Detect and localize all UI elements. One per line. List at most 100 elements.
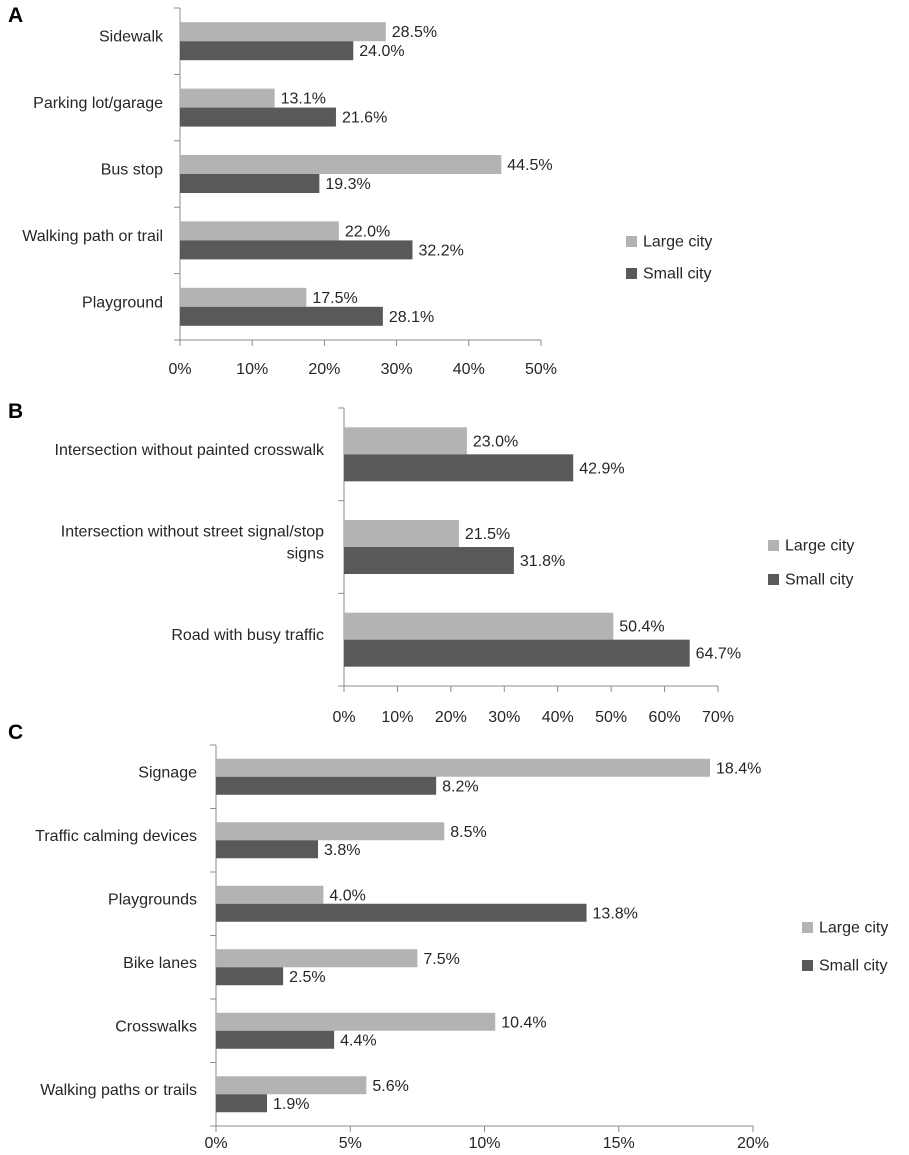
bar-small-city-walking-paths-or-trails [216, 1094, 268, 1113]
bar-large-city-crosswalks [216, 1012, 496, 1031]
data-label-small-city-intersection-without-street-signal-stop-signs: 31.8% [520, 553, 565, 570]
legend: Large city Small city [768, 538, 854, 589]
legend-label-small-city: Small city [819, 958, 887, 975]
data-label-small-city-signage: 8.2% [442, 778, 478, 795]
x-tick-label: 70% [702, 709, 734, 726]
data-label-small-city-bus-stop: 19.3% [325, 176, 370, 193]
x-tick-label: 10% [381, 709, 413, 726]
bar-large-city-sidewalk [180, 22, 386, 42]
x-tick-label: 0% [204, 1135, 227, 1152]
category-label-playground: Playground [82, 294, 163, 311]
x-tick-label: 30% [381, 361, 413, 378]
legend: Large city Small city [626, 234, 712, 283]
chart-panel-a: A 0% 10% 20% 30% 40% 50% 28.5% 24.0% Sidewalk 13.1… [8, 4, 712, 378]
legend-swatch-large-city [768, 540, 779, 551]
data-label-large-city-road-with-busy-traffic: 50.4% [619, 619, 664, 636]
category-label-walking-path-or-trail: Walking path or trail [22, 228, 163, 245]
legend-label-small-city: Small city [785, 572, 853, 589]
data-label-large-city-sidewalk: 28.5% [392, 24, 437, 41]
bar-small-city-bus-stop [180, 174, 320, 193]
bar-small-city-traffic-calming-devices [216, 840, 319, 859]
category-label-intersection-without-painted-crosswalk: Intersection without painted crosswalk [55, 442, 325, 459]
x-tick-label: 10% [468, 1135, 500, 1152]
data-label-large-city-traffic-calming-devices: 8.5% [450, 824, 486, 841]
legend: Large city Small city [802, 920, 888, 975]
data-label-small-city-playground: 28.1% [389, 309, 434, 326]
data-label-small-city-walking-paths-or-trails: 1.9% [273, 1096, 309, 1113]
data-label-large-city-playground: 17.5% [312, 290, 357, 307]
legend-swatch-large-city [802, 922, 813, 933]
bar-large-city-road-with-busy-traffic [344, 612, 614, 640]
bar-small-city-walking-path-or-trail [180, 240, 413, 260]
data-label-small-city-walking-path-or-trail: 32.2% [418, 242, 463, 259]
data-label-small-city-playgrounds: 13.8% [593, 905, 638, 922]
x-tick-label: 0% [168, 361, 191, 378]
bar-large-city-playground [180, 287, 307, 307]
x-tick-label: 15% [603, 1135, 635, 1152]
data-label-large-city-bus-stop: 44.5% [507, 157, 552, 174]
category-label-parking-lot-garage: Parking lot/garage [33, 95, 163, 112]
data-label-small-city-crosswalks: 4.4% [340, 1032, 376, 1049]
data-label-large-city-intersection-without-street-signal-stop-signs: 21.5% [465, 526, 510, 543]
data-label-large-city-signage: 18.4% [716, 760, 761, 777]
category-label-sidewalk: Sidewalk [99, 29, 164, 46]
category-label-signage: Signage [138, 764, 197, 781]
x-tick-label: 30% [488, 709, 520, 726]
x-tick-label: 50% [595, 709, 627, 726]
data-label-large-city-bike-lanes: 7.5% [423, 951, 459, 968]
bar-large-city-parking-lot-garage [180, 88, 275, 108]
x-tick-label: 10% [236, 361, 268, 378]
category-label-traffic-calming-devices: Traffic calming devices [35, 828, 197, 845]
x-tick-label: 0% [332, 709, 355, 726]
data-label-small-city-road-with-busy-traffic: 64.7% [696, 646, 741, 663]
category-label-bike-lanes: Bike lanes [123, 955, 197, 972]
bar-small-city-signage [216, 776, 437, 795]
x-tick-label: 40% [542, 709, 574, 726]
x-tick-label: 20% [435, 709, 467, 726]
bar-small-city-intersection-without-painted-crosswalk [344, 454, 574, 482]
data-label-small-city-intersection-without-painted-crosswalk: 42.9% [579, 460, 624, 477]
bar-large-city-bike-lanes [216, 949, 418, 968]
data-label-small-city-parking-lot-garage: 21.6% [342, 110, 387, 127]
legend-swatch-small-city [768, 574, 779, 585]
bar-small-city-playground [180, 306, 383, 326]
data-label-large-city-crosswalks: 10.4% [501, 1014, 546, 1031]
bar-small-city-parking-lot-garage [180, 107, 336, 127]
legend-label-large-city: Large city [785, 538, 854, 555]
data-label-large-city-intersection-without-painted-crosswalk: 23.0% [473, 433, 518, 450]
legend-label-small-city: Small city [643, 266, 711, 283]
category-label-bus-stop: Bus stop [101, 162, 163, 179]
bar-large-city-walking-path-or-trail [180, 221, 339, 241]
chart-panel-b: B 0% 10% 20% 30% 40% 50% 60% 70% 23.0% 42.9% Inters… [8, 400, 854, 726]
panel-label-b: B [8, 400, 23, 423]
panel-label-a: A [8, 4, 23, 27]
bar-large-city-playgrounds [216, 885, 324, 904]
category-label-playgrounds: Playgrounds [108, 891, 197, 908]
bar-small-city-sidewalk [180, 41, 354, 61]
chart-panel-c: C 0% 5% 10% 15% 20% 18.4% 8.2% Signage 8.5% 3.8% Tr… [8, 721, 888, 1152]
legend-swatch-small-city [802, 960, 813, 971]
legend-swatch-small-city [626, 268, 637, 279]
data-label-small-city-traffic-calming-devices: 3.8% [324, 842, 360, 859]
legend-label-large-city: Large city [819, 920, 888, 937]
category-label-walking-paths-or-trails: Walking paths or trails [40, 1082, 197, 1099]
x-tick-label: 60% [649, 709, 681, 726]
x-tick-label: 5% [339, 1135, 362, 1152]
data-label-large-city-playgrounds: 4.0% [329, 887, 365, 904]
data-label-large-city-parking-lot-garage: 13.1% [281, 91, 326, 108]
x-tick-label: 20% [737, 1135, 769, 1152]
category-label-road-with-busy-traffic: Road with busy traffic [171, 627, 324, 644]
bar-large-city-traffic-calming-devices [216, 822, 445, 841]
bar-small-city-bike-lanes [216, 967, 284, 986]
bar-small-city-road-with-busy-traffic [344, 639, 690, 667]
bar-large-city-intersection-without-painted-crosswalk [344, 427, 467, 455]
data-label-small-city-bike-lanes: 2.5% [289, 969, 325, 986]
bar-large-city-bus-stop [180, 155, 502, 174]
x-tick-label: 50% [525, 361, 557, 378]
bar-large-city-walking-paths-or-trails [216, 1076, 367, 1095]
data-label-small-city-sidewalk: 24.0% [359, 43, 404, 60]
panel-label-c: C [8, 721, 23, 744]
bar-small-city-playgrounds [216, 903, 587, 922]
legend-label-large-city: Large city [643, 234, 712, 251]
